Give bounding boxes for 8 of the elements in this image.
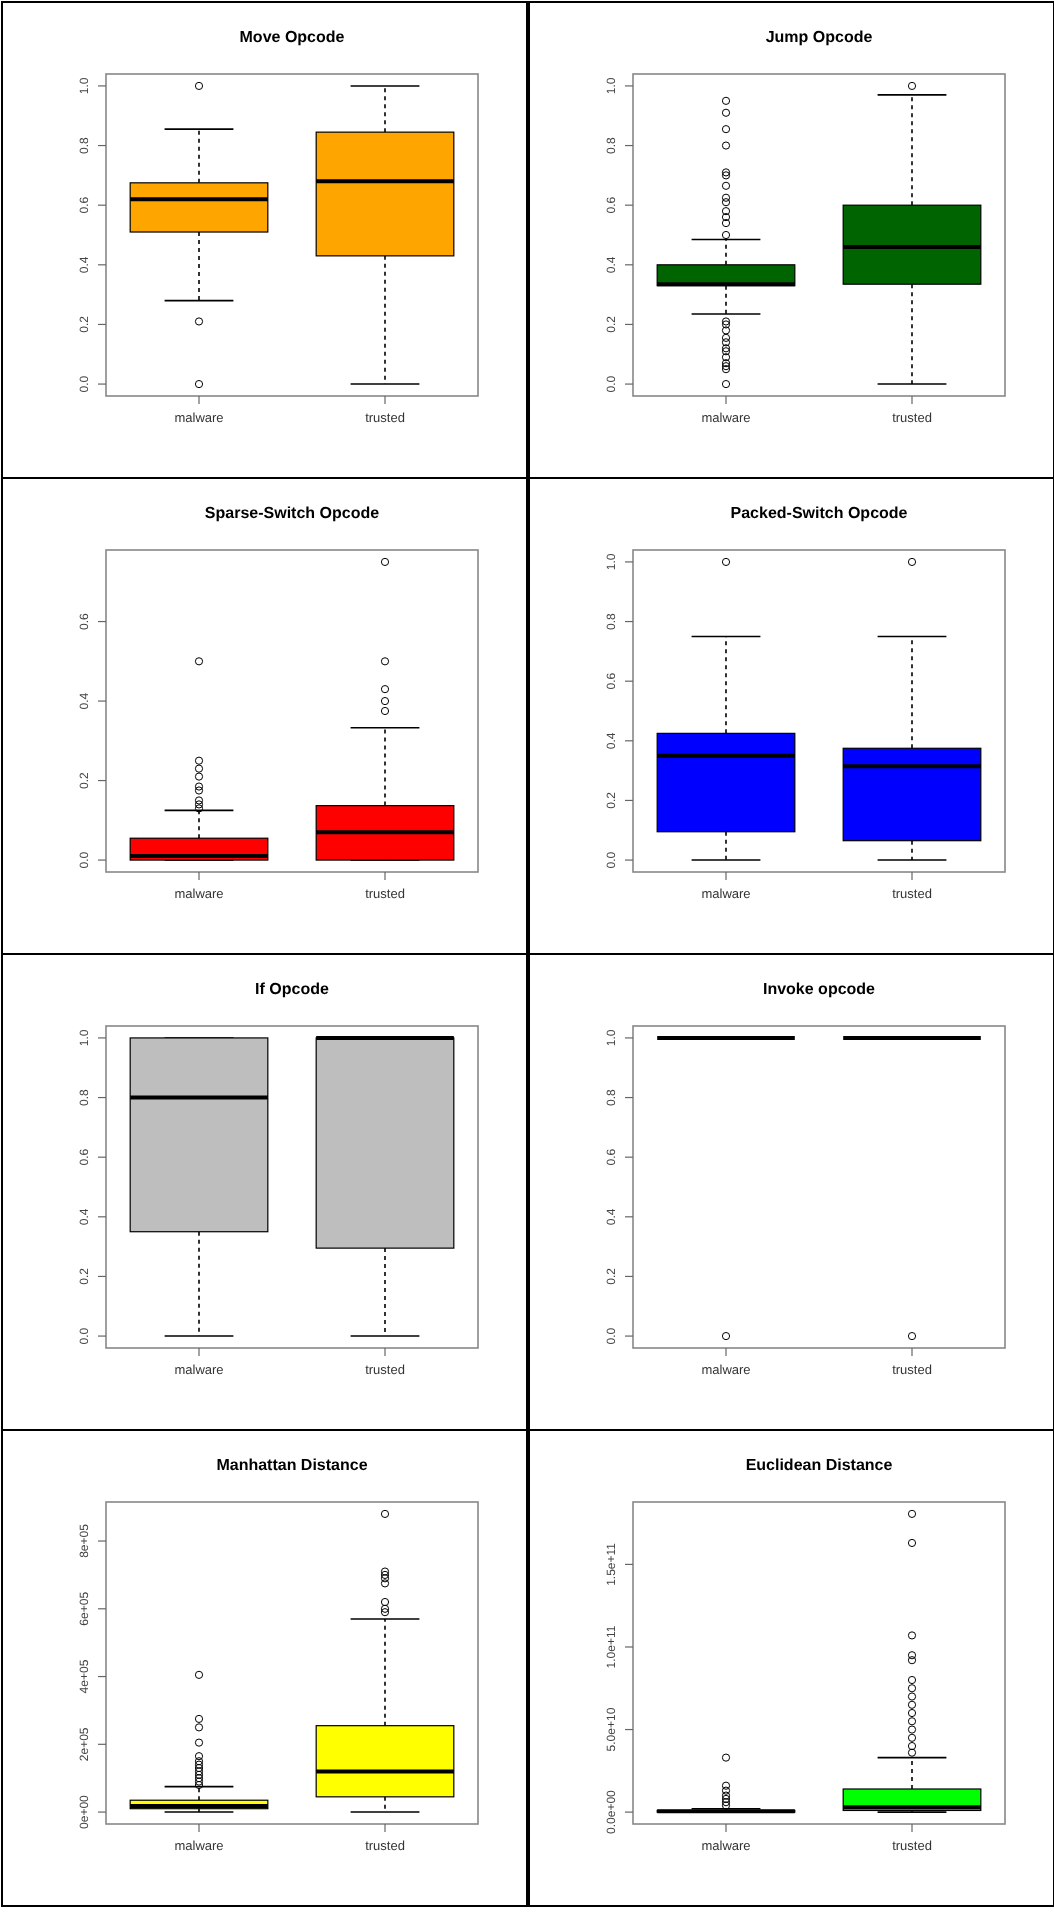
chart-title: Sparse-Switch Opcode	[204, 504, 381, 522]
chart-title: Manhattan Distance	[216, 1456, 369, 1474]
chart-title: Packed-Switch Opcode	[730, 504, 909, 522]
chart-title: Jump Opcode	[765, 28, 874, 46]
chart-title: Euclidean Distance	[745, 1456, 894, 1474]
chart-title: Move Opcode	[239, 28, 346, 46]
chart-title: Invoke opcode	[762, 980, 877, 998]
chart-title: If Opcode	[255, 980, 330, 998]
